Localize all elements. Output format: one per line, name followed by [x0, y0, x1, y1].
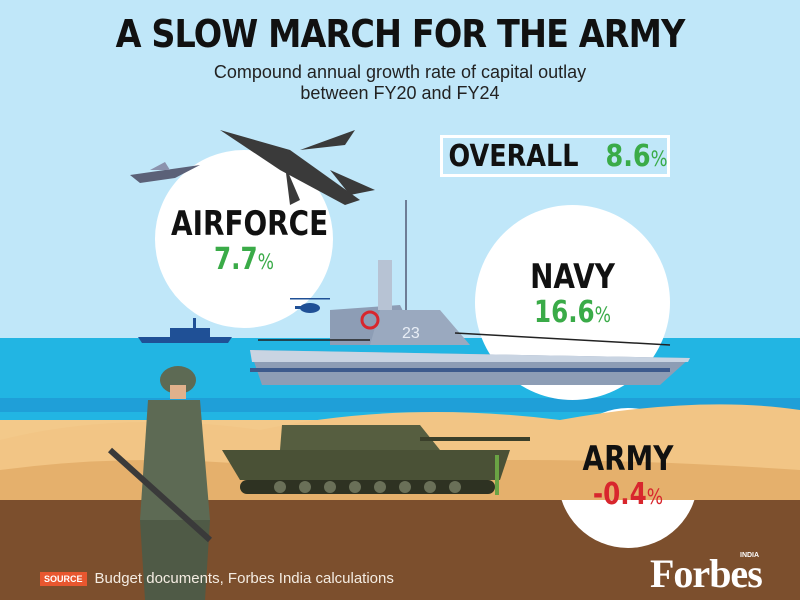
- helicopter-icon: [290, 298, 330, 313]
- metric-number: -0.4: [592, 477, 647, 512]
- soldier-icon: [107, 366, 213, 600]
- forbes-logo: Forbes: [650, 551, 763, 596]
- small-jet-icon: [130, 162, 200, 183]
- source-line: SOURCE Budget documents, Forbes India ca…: [40, 570, 394, 587]
- overall-box: OVERALL 8.6%: [440, 135, 670, 177]
- distant-ship-icon: [138, 318, 232, 343]
- source-text: Budget documents, Forbes India calculati…: [94, 570, 394, 587]
- source-tag: SOURCE: [40, 571, 87, 586]
- overall-value: 8.6%: [605, 139, 667, 174]
- metric-airforce: AIRFORCE 7.7%: [155, 205, 333, 279]
- svg-text:23: 23: [402, 325, 420, 342]
- metric-name: AIRFORCE: [171, 204, 329, 244]
- percent-sign: %: [650, 146, 668, 171]
- percent-sign: %: [257, 250, 274, 274]
- overall-label: OVERALL: [448, 138, 579, 174]
- subtitle-line-1: Compound annual growth rate of capital o…: [213, 62, 587, 82]
- cactus-icon: [495, 455, 499, 495]
- page-subtitle: Compound annual growth rate of capital o…: [0, 62, 800, 104]
- metric-value: 7.7%: [171, 243, 317, 279]
- navy-ship-icon: 23: [250, 200, 690, 385]
- fighter-jet-icon: [220, 130, 375, 205]
- tank-icon: [222, 425, 530, 494]
- percent-sign: %: [594, 303, 612, 327]
- page-title: A SLOW MARCH FOR THE ARMY: [115, 12, 686, 56]
- subtitle-line-2: between FY20 and FY24: [300, 83, 500, 103]
- percent-sign: %: [646, 485, 664, 509]
- metric-number: 16.6: [533, 295, 595, 330]
- metric-army: ARMY -0.4%: [548, 440, 708, 514]
- metric-navy: NAVY 16.6%: [475, 258, 670, 332]
- metric-name: NAVY: [530, 257, 615, 297]
- metric-number: 7.7: [214, 242, 258, 277]
- forbes-logo-india: INDIA: [740, 552, 760, 559]
- metric-value: -0.4%: [562, 478, 693, 514]
- metric-name: ARMY: [582, 439, 674, 479]
- overall-number: 8.6: [605, 138, 651, 174]
- metric-value: 16.6%: [493, 296, 653, 332]
